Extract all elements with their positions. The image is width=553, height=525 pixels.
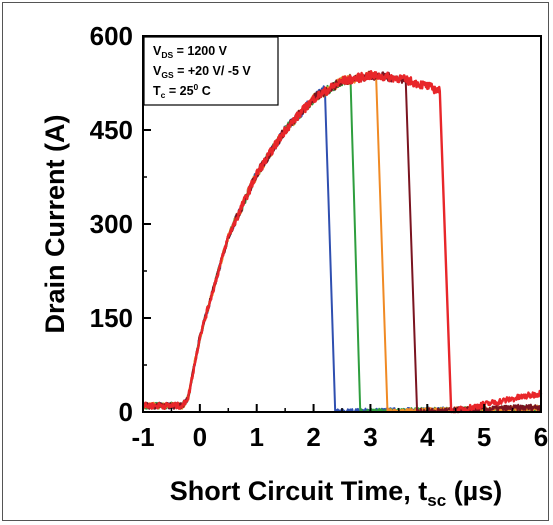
conditions-legend-box [143,36,279,106]
y-tick-label: 0 [119,397,133,427]
y-tick-label: 600 [90,21,133,51]
y-tick-label: 450 [90,115,133,145]
series-line-5 [141,69,543,414]
series-line-1 [142,85,542,413]
x-tick-label: 4 [420,422,435,452]
y-tick-label: 300 [90,209,133,239]
x-tick-label: 5 [477,422,491,452]
x-tick-label: 3 [363,422,377,452]
x-tick-label: -1 [131,422,154,452]
series-layer [141,69,543,414]
x-tick-label: 6 [534,422,548,452]
annotation-vds: VDS = 1200 V [153,44,228,60]
x-tick-label: 1 [249,422,263,452]
series-line-2 [142,73,542,413]
annotation-tc: Tc = 250 C [153,82,211,100]
series-line-4 [142,70,542,413]
conditions-legend: VDS = 1200 V VGS = +20 V/ -5 V Tc = 250 … [143,36,279,106]
x-tick-label: 0 [193,422,207,452]
x-tick-label: 2 [306,422,320,452]
x-axis-title: Short Circuit Time, tsc (µs) [170,476,503,510]
annotation-vgs: VGS = +20 V/ -5 V [153,64,251,80]
series-line-3 [142,70,542,413]
y-axis-title: Drain Current (A) [40,114,70,333]
y-tick-label: 150 [90,303,133,333]
